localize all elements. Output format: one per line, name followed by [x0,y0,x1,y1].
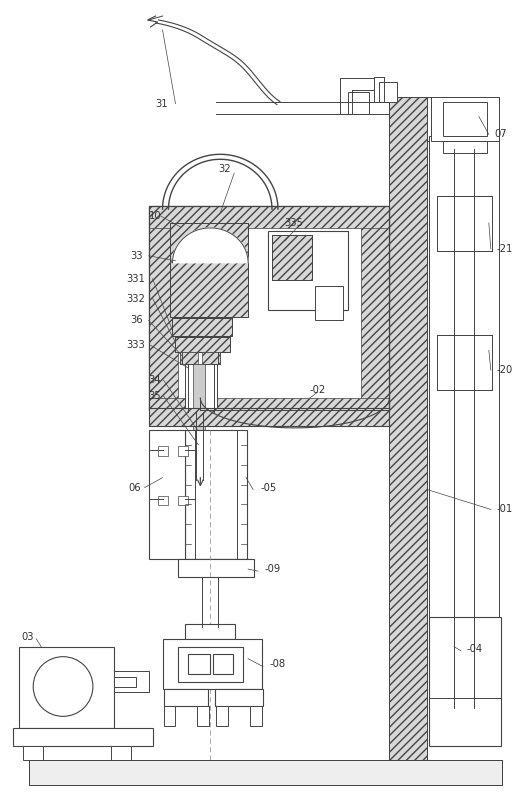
Bar [268,231,348,311]
Text: -20: -20 [497,366,513,375]
Text: -05: -05 [260,483,276,492]
Text: 333: 333 [127,341,145,350]
Bar [215,688,263,706]
Text: -01: -01 [497,504,513,514]
Text: 06: 06 [129,483,141,492]
Bar [216,706,228,726]
Text: 335: 335 [284,218,303,228]
Bar [114,676,136,687]
Bar [437,196,492,251]
Bar [389,97,427,760]
Bar [213,654,233,674]
Bar [149,430,185,559]
Bar [170,223,248,317]
Bar [149,398,389,410]
Bar [178,559,254,577]
Bar [149,206,389,410]
Bar [164,688,208,706]
Bar [198,706,209,726]
Bar [185,364,217,412]
Bar [429,136,499,718]
Text: -02: -02 [310,385,326,395]
Bar [173,319,232,337]
Bar [181,353,220,364]
Bar [250,706,262,726]
Bar [189,654,210,674]
Bar [185,624,235,639]
Bar [389,97,499,141]
Text: -04: -04 [467,644,483,654]
Bar [178,445,189,456]
Text: 332: 332 [127,294,145,303]
Bar [149,408,389,426]
Bar [272,235,312,280]
Bar [149,206,389,228]
Bar [164,706,175,726]
Bar [178,646,243,682]
Bar [431,97,499,141]
Bar [202,353,220,364]
Text: 31: 31 [156,98,168,109]
Bar [185,430,247,559]
Bar [348,92,370,114]
Bar [158,495,167,505]
Bar [193,364,205,439]
Text: 03: 03 [21,632,34,642]
Text: -09: -09 [265,564,281,574]
Bar [443,718,487,730]
Bar [29,760,502,785]
Polygon shape [173,228,248,263]
Bar [162,639,262,688]
Text: 34: 34 [149,375,161,385]
Bar [443,698,487,713]
Bar [23,746,43,760]
Text: 331: 331 [127,274,145,283]
Bar [443,141,487,153]
Bar [149,408,389,426]
Bar [175,337,230,353]
Text: 32: 32 [218,165,231,174]
Bar [272,235,312,280]
Bar [181,559,252,574]
Bar [315,286,342,320]
Bar [443,102,487,136]
Bar [111,746,131,760]
Bar [13,728,152,746]
Bar [114,671,149,692]
Bar [170,223,248,317]
Bar [173,319,232,337]
Bar [362,206,389,410]
Text: 35: 35 [149,391,161,401]
Text: 36: 36 [131,316,143,325]
Bar [149,206,389,410]
Text: 07: 07 [495,129,508,140]
Bar [389,97,427,760]
Bar [175,337,230,353]
Bar [158,445,167,456]
Bar [149,206,178,410]
Text: 33: 33 [131,251,143,261]
Bar [181,353,199,364]
Bar [380,82,397,102]
Text: -08: -08 [270,659,286,669]
Bar [437,336,492,390]
Bar [181,559,252,574]
Bar [429,617,501,746]
Text: 10: 10 [149,211,161,221]
Text: -21: -21 [497,244,513,254]
Bar [19,646,114,728]
Bar [178,495,189,505]
